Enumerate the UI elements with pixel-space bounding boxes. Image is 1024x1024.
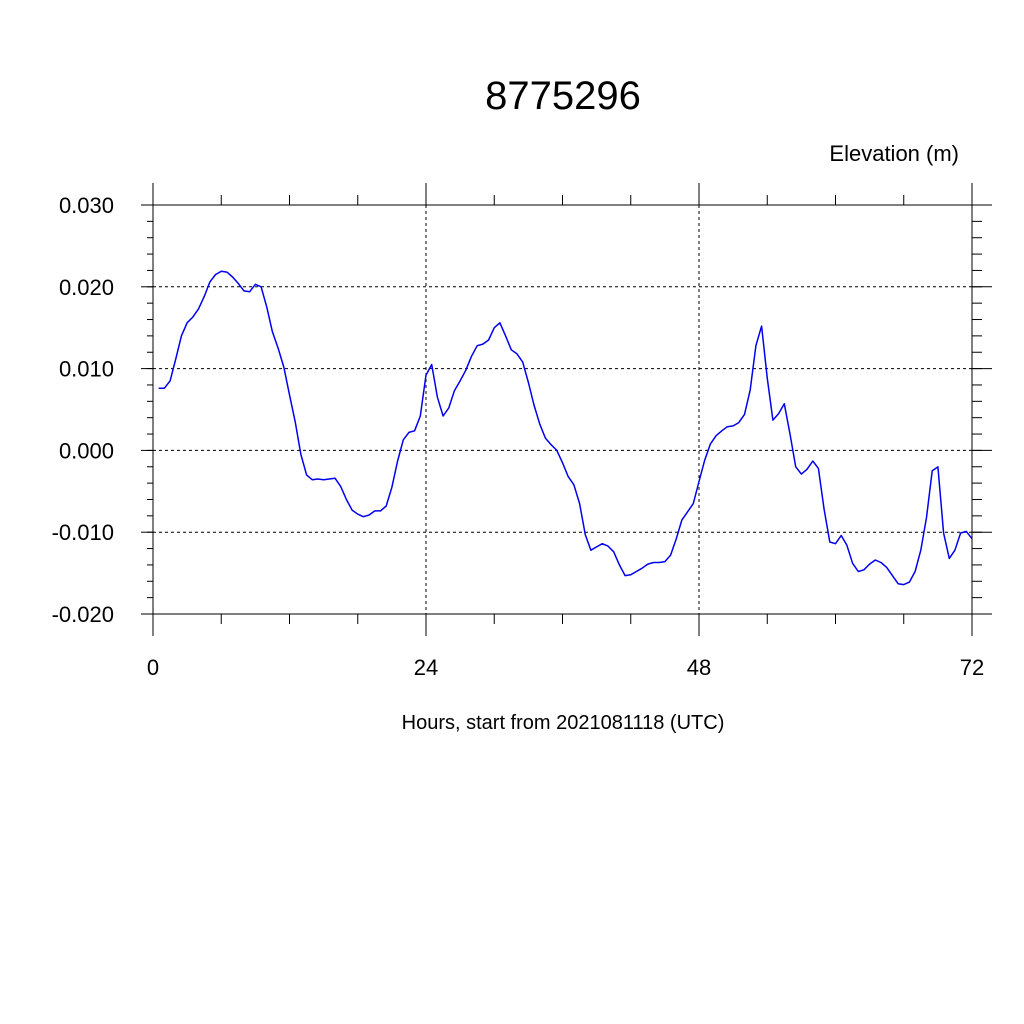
y-tick-label: 0.000 [59,438,114,463]
y-tick-label: 0.010 [59,357,114,382]
x-tick-label: 72 [960,655,984,680]
x-tick-labels: 0 24 48 72 [147,655,984,680]
x-tick-label: 0 [147,655,159,680]
y-tick-label: 0.020 [59,275,114,300]
plot-series [158,270,973,586]
y-axis-label: Elevation (m) [829,141,959,166]
y-tick-label: -0.010 [52,520,114,545]
x-tick-label: 24 [414,655,438,680]
plot-frame [152,204,973,615]
chart-title: 8775296 [485,74,641,118]
x-tick-label: 48 [687,655,711,680]
x-axis-label: Hours, start from 2021081118 (UTC) [402,712,725,734]
y-tick-labels: -0.020 -0.010 0.000 0.010 0.020 0.030 [52,193,114,627]
y-tick-label: 0.030 [59,193,114,218]
plot-ticks [141,183,992,636]
y-tick-label: -0.020 [52,602,114,627]
elevation-line [158,270,973,586]
